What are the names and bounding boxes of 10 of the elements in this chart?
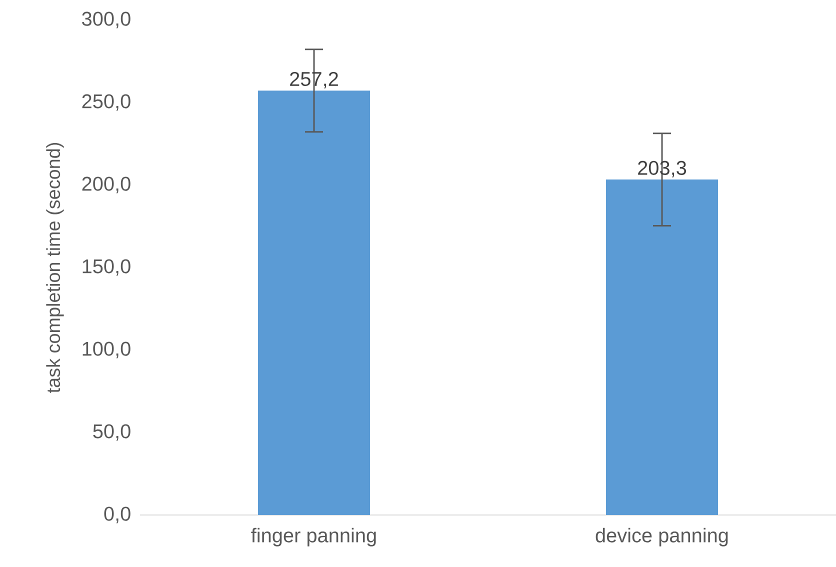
y-tick-label: 0,0 bbox=[104, 506, 130, 524]
x-tick-label: finger panning bbox=[251, 528, 376, 546]
y-tick-label: 300,0 bbox=[82, 12, 130, 28]
y-tick-label: 150,0 bbox=[82, 259, 130, 276]
y-tick-label: 100,0 bbox=[82, 342, 130, 358]
y-tick-label: 200,0 bbox=[82, 176, 130, 194]
x-tick-label: device panning bbox=[596, 528, 728, 546]
y-axis-title: task completion time (second) bbox=[46, 142, 64, 393]
y-tick-label: 250,0 bbox=[82, 94, 130, 111]
y-tick-label: 50,0 bbox=[93, 424, 130, 441]
